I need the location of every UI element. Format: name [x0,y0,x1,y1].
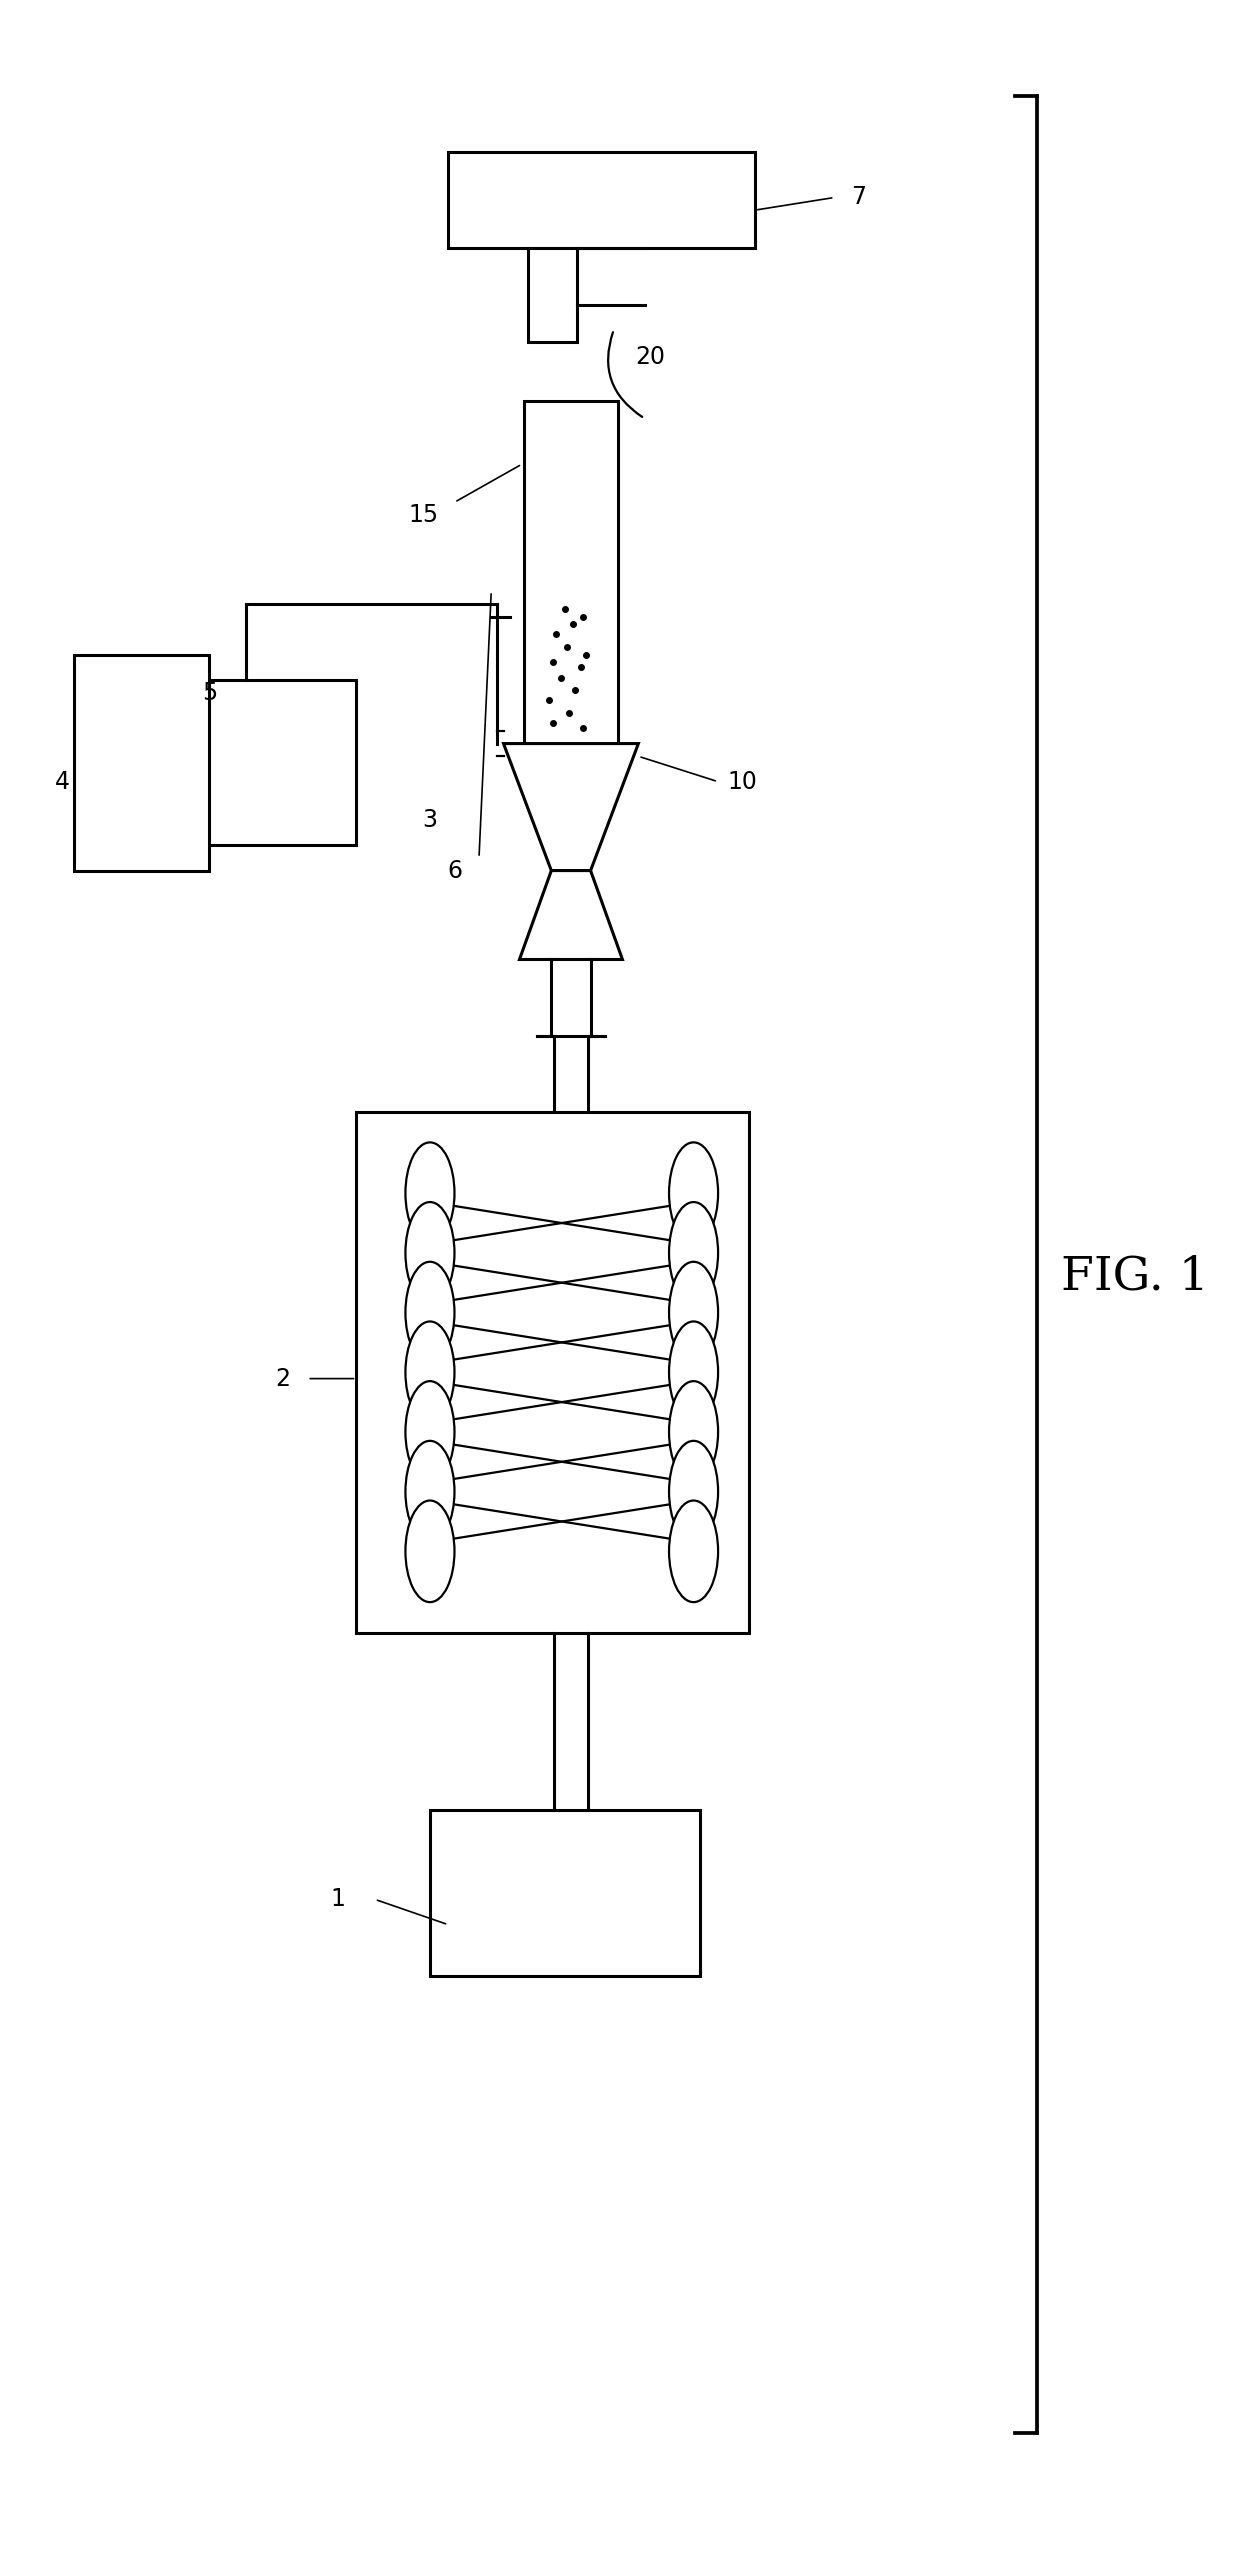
Circle shape [405,1203,455,1303]
Text: 6: 6 [446,858,463,884]
Circle shape [670,1440,718,1543]
Bar [528,248,577,342]
Text: 15: 15 [409,503,439,526]
Circle shape [405,1502,455,1601]
Circle shape [670,1502,718,1601]
Text: 5: 5 [202,682,217,705]
Circle shape [405,1262,455,1364]
Circle shape [405,1142,455,1244]
Bar [449,151,755,248]
Circle shape [670,1262,718,1364]
Polygon shape [520,871,622,960]
Circle shape [670,1142,718,1244]
Bar [210,679,356,845]
Text: 2: 2 [275,1366,290,1389]
Text: 20: 20 [636,345,666,370]
Text: 1: 1 [331,1887,346,1910]
Circle shape [405,1440,455,1543]
Polygon shape [503,743,639,871]
Text: 3: 3 [423,807,438,833]
Bar [525,401,618,743]
Text: 7: 7 [852,186,867,209]
Text: 4: 4 [55,769,69,794]
Text: FIG. 1: FIG. 1 [1061,1254,1209,1300]
Circle shape [670,1382,718,1484]
Bar [356,1111,749,1632]
Circle shape [670,1320,718,1423]
Bar [74,654,210,871]
Circle shape [405,1320,455,1423]
Circle shape [670,1203,718,1303]
Bar [430,1811,699,1977]
Text: 10: 10 [728,769,758,794]
Circle shape [405,1382,455,1484]
